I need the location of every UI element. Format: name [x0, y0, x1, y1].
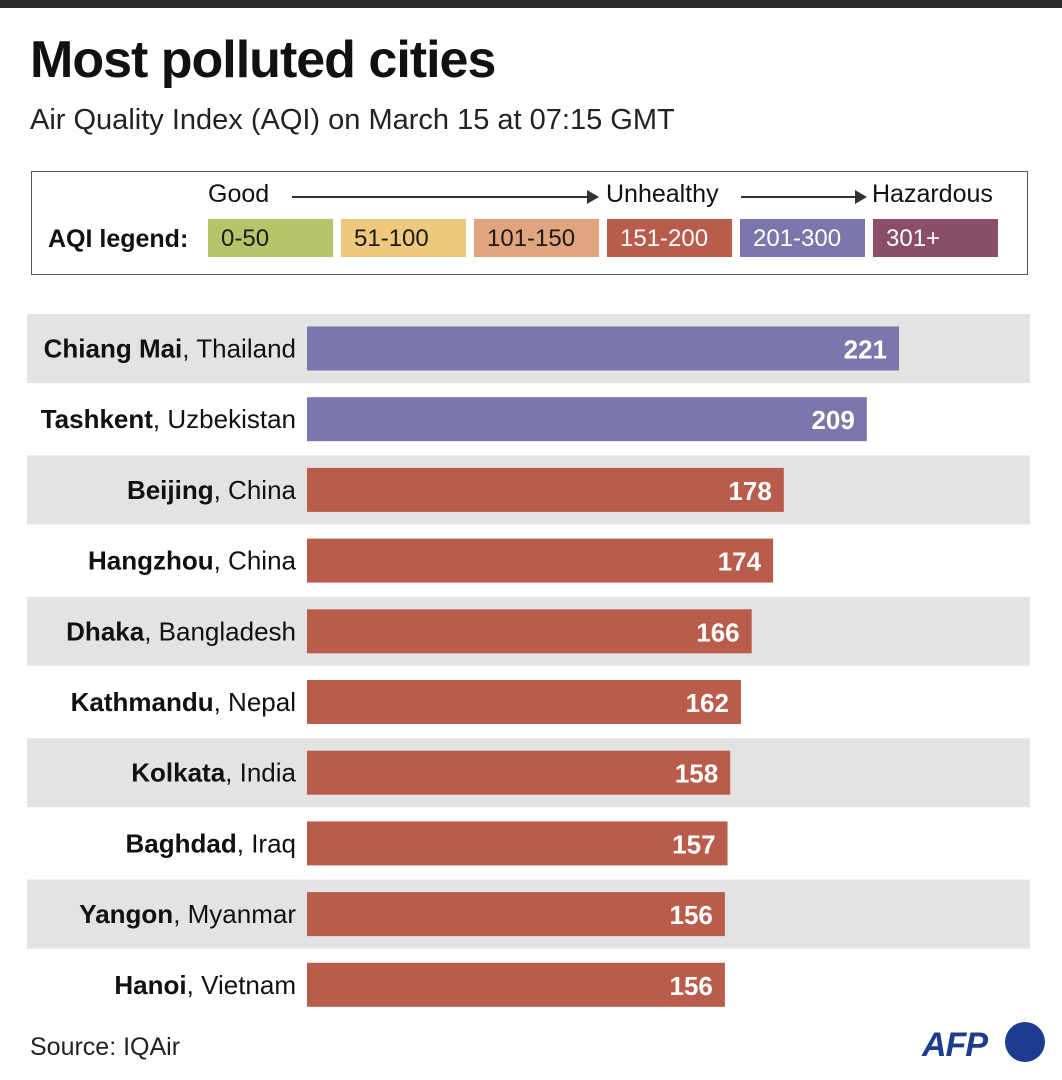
category-label: Chiang Mai, Thailand [44, 334, 296, 364]
legend-label: AQI legend: [48, 225, 189, 253]
bar [307, 326, 899, 371]
legend-swatch-51-100: 51-100 [341, 219, 466, 257]
category-label: Baghdad, Iraq [126, 828, 296, 858]
bar-value-label: 174 [718, 547, 762, 577]
country-name: , China [214, 475, 297, 505]
city-name: Hangzhou [88, 546, 214, 576]
chart-title: Most polluted cities [30, 31, 496, 89]
country-name: , Thailand [182, 334, 296, 364]
bar [307, 680, 741, 724]
city-name: Yangon [79, 899, 173, 929]
country-name: , Bangladesh [144, 616, 296, 646]
legend-scale-unhealthy: Unhealthy [606, 180, 719, 208]
afp-logo-text: AFP [922, 1026, 988, 1064]
bar-value-label: 156 [669, 971, 712, 1001]
legend-swatch-201-300: 201-300 [740, 219, 865, 257]
bar-value-label: 221 [844, 335, 887, 365]
city-name: Chiang Mai [44, 334, 183, 364]
country-name: , India [225, 758, 296, 788]
chart-subtitle: Air Quality Index (AQI) on March 15 at 0… [30, 104, 675, 136]
bar-value-label: 156 [669, 900, 712, 930]
city-name: Tashkent [41, 404, 154, 434]
bar [307, 609, 752, 654]
bar-value-label: 209 [811, 405, 854, 435]
afp-logo: AFP [922, 1022, 1046, 1066]
bar [307, 962, 725, 1007]
city-name: Beijing [127, 475, 214, 505]
bar [307, 750, 731, 795]
bar-value-label: 157 [672, 829, 715, 859]
top-rule [0, 0, 1062, 8]
city-name: Hanoi [114, 970, 186, 1000]
country-name: , Uzbekistan [153, 404, 296, 434]
bar [307, 892, 725, 937]
legend-scale-good: Good [208, 180, 270, 208]
category-label: Kolkata, India [131, 758, 296, 788]
legend-swatch-0-50: 0-50 [208, 219, 333, 257]
bar [307, 397, 867, 442]
city-name: Kathmandu [71, 687, 214, 717]
aqi-legend [31, 171, 1028, 275]
city-name: Kolkata [131, 758, 225, 788]
country-name: , China [214, 546, 297, 576]
category-label: Hanoi, Vietnam [114, 970, 296, 1000]
bar-value-label: 166 [696, 617, 739, 647]
category-label: Kathmandu, Nepal [71, 687, 296, 717]
city-name: Dhaka [66, 616, 145, 646]
bar [307, 467, 784, 512]
legend-swatch-151-200: 151-200 [607, 219, 732, 257]
bar-value-label: 162 [686, 688, 729, 718]
source-note: Source: IQAir [30, 1033, 181, 1061]
country-name: , Nepal [214, 687, 296, 717]
country-name: , Vietnam [187, 970, 296, 1000]
category-label: Hangzhou, China [88, 546, 297, 576]
category-label: Tashkent, Uzbekistan [41, 404, 296, 434]
bar [307, 821, 728, 866]
legend-swatch-301plus: 301+ [873, 219, 998, 257]
legend-scale-hazardous: Hazardous [872, 180, 993, 208]
afp-logo-dot-icon [1005, 1022, 1045, 1062]
bar-chart: Chiang Mai, Thailand 221 Tashkent, Uzbekis… [27, 314, 1030, 1007]
category-label: Yangon, Myanmar [79, 899, 296, 929]
legend-swatch-101-150: 101-150 [474, 219, 599, 257]
country-name: , Myanmar [173, 899, 296, 929]
bar-value-label: 158 [675, 759, 718, 789]
legend-arrow-unhealthy-hazardous [741, 190, 867, 204]
city-name: Baghdad [126, 828, 237, 858]
category-label: Dhaka, Bangladesh [66, 616, 296, 646]
bar-value-label: 178 [728, 476, 771, 506]
country-name: , Iraq [237, 828, 296, 858]
legend-arrow-good-unhealthy [292, 190, 599, 204]
category-label: Beijing, China [127, 475, 297, 505]
bar [307, 538, 774, 583]
